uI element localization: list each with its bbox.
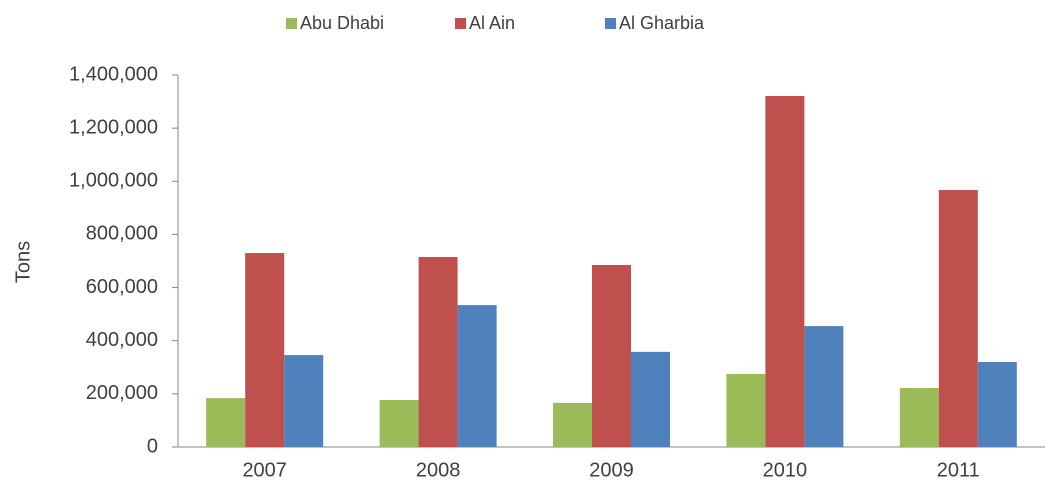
bar — [899, 388, 939, 447]
y-tick-label: 200,000 — [86, 382, 158, 404]
legend-swatch — [455, 18, 466, 29]
y-tick-label: 0 — [147, 435, 158, 457]
legend-label: Al Ain — [469, 13, 515, 33]
y-tick-label: 1,400,000 — [69, 63, 158, 85]
bar — [206, 398, 246, 447]
y-tick-label: 1,000,000 — [69, 170, 158, 192]
legend-swatch — [286, 18, 297, 29]
bar — [726, 373, 766, 447]
legend-swatch — [605, 18, 616, 29]
y-tick-label: 1,200,000 — [69, 116, 158, 138]
y-tick-label: 800,000 — [86, 223, 158, 245]
bar — [631, 351, 670, 447]
y-tick-label: 600,000 — [86, 276, 158, 298]
bar — [938, 190, 978, 447]
x-tick-label: 2009 — [589, 459, 634, 481]
y-axis-label: Tons — [12, 241, 34, 283]
x-tick-label: 2010 — [763, 459, 808, 481]
bar — [379, 399, 419, 447]
x-tick-label: 2008 — [416, 459, 461, 481]
bar — [245, 253, 285, 447]
bar — [765, 95, 805, 448]
x-tick-label: 2011 — [937, 459, 980, 481]
bar — [977, 361, 1017, 447]
bar — [592, 264, 631, 447]
bar — [457, 305, 497, 447]
legend-label: Abu Dhabi — [300, 13, 384, 33]
bar — [418, 257, 458, 447]
x-tick-label: 2007 — [242, 459, 287, 481]
bar — [804, 326, 844, 447]
y-tick-label: 400,000 — [86, 329, 158, 351]
legend-label: Al Gharbia — [619, 13, 705, 33]
bar — [553, 402, 592, 447]
bar — [284, 355, 324, 447]
